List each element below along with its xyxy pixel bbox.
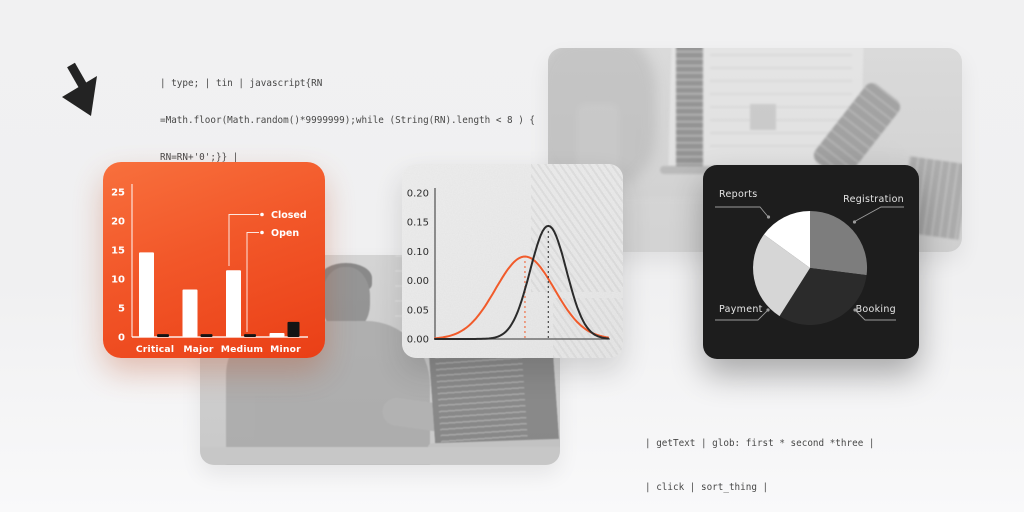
curve-wide-curve — [434, 255, 609, 340]
bar-category-label: Minor — [270, 344, 301, 355]
code-line: | type; | tin | javascript{RN — [160, 77, 323, 89]
dist-ytick: 0.00 — [407, 276, 429, 287]
bar-chart-card: 0 5 10 15 20 25 Critical Major Medium Minor Closed… — [103, 162, 325, 358]
photo-code-laptop — [428, 342, 560, 452]
pie-slice-payment — [753, 234, 810, 317]
distribution-chart: 0.20 0.15 0.10 0.00 0.05 0.00 — [407, 188, 610, 346]
code-snippet-bottom: | getText | glob: first * second *three … — [645, 408, 875, 512]
pie-leader-line — [715, 310, 768, 321]
pie-slice-reports — [763, 211, 810, 268]
bar-ytick: 5 — [118, 304, 125, 315]
photo-app-sidebar — [676, 48, 703, 168]
bar-category-label: Medium — [221, 344, 263, 355]
severity-bar-chart: 0 5 10 15 20 25 Critical Major Medium Minor Closed… — [111, 184, 308, 355]
pie-leader-line — [855, 206, 904, 222]
legend-label: Closed — [271, 210, 307, 221]
bar-ytick: 20 — [111, 217, 125, 228]
pie-leader-dot — [852, 220, 857, 224]
pie-slice-booking — [779, 268, 867, 325]
photo-desk — [200, 447, 560, 465]
bar-ytick: 25 — [111, 188, 125, 199]
modules-pie-chart: Registration Booking Payment Reports — [715, 189, 904, 325]
pie-leader-line — [855, 310, 896, 321]
bar-category-label: Major — [183, 344, 214, 355]
bar-open-minor — [287, 321, 300, 337]
code-line: RN=RN+'0';}} | — [160, 152, 239, 164]
code-line: | click | sort_thing | — [645, 481, 769, 493]
code-line: | getText | glob: first * second *three … — [645, 438, 875, 449]
bar-open-medium — [244, 334, 256, 337]
bar-open-major — [200, 334, 213, 337]
bar-closed-medium — [226, 270, 241, 337]
pie-label-registration: Registration — [843, 194, 904, 205]
dist-ytick: 0.15 — [407, 218, 429, 229]
pie-leader-dot — [853, 308, 857, 312]
bar-ytick: 15 — [111, 246, 125, 257]
distribution-chart-card: 0.20 0.15 0.10 0.00 0.05 0.00 — [402, 164, 623, 358]
photo-person-head — [322, 267, 370, 331]
bar-ytick: 0 — [118, 333, 125, 344]
pie-label-booking: Booking — [856, 304, 896, 315]
legend-leader-line — [246, 232, 259, 332]
legend-leader-line — [228, 214, 259, 266]
dist-ytick: 0.20 — [407, 189, 429, 200]
bar-ytick: 10 — [111, 275, 125, 286]
pie-chart-card: Registration Booking Payment Reports — [703, 165, 919, 359]
pie-slice-registration — [810, 210, 868, 276]
photo-feed-thumbnail — [750, 104, 776, 130]
pie-label-reports: Reports — [719, 189, 758, 200]
pie-label-payment: Payment — [719, 304, 763, 315]
dist-ytick: 0.00 — [407, 335, 429, 346]
bar-open-critical — [157, 334, 169, 337]
cursor-arrow-icon — [62, 62, 97, 116]
curve-narrow-curve — [434, 224, 609, 340]
legend-label: Open — [271, 228, 299, 239]
pie-leader-line — [715, 206, 768, 217]
bar-category-label: Critical — [136, 344, 174, 355]
legend-dot — [260, 212, 264, 217]
pie-leader-dot — [766, 308, 770, 312]
dist-ytick: 0.10 — [407, 247, 429, 258]
legend-dot — [260, 230, 264, 235]
pie-leader-dot — [766, 215, 771, 219]
bar-closed-minor — [269, 332, 285, 337]
hatch-texture — [531, 164, 623, 292]
bar-closed-major — [182, 289, 198, 337]
dist-ytick: 0.05 — [407, 305, 429, 316]
bar-closed-critical — [139, 252, 154, 337]
code-line: =Math.floor(Math.random()*9999999);while… — [160, 115, 536, 127]
